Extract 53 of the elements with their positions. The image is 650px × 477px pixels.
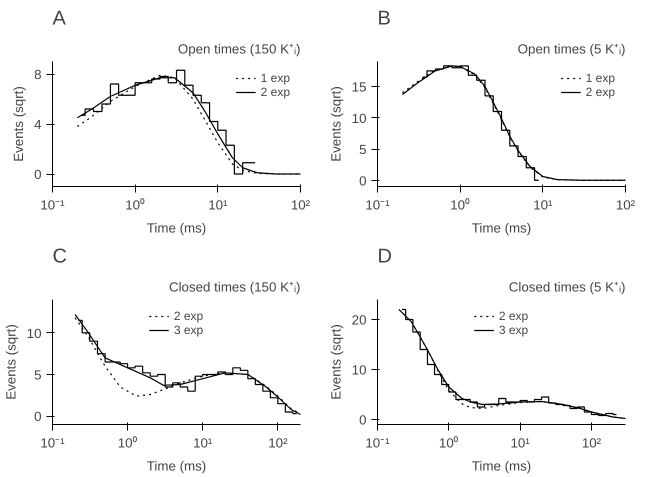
x-tick-label: 10⁰ [125,198,146,212]
x-tick-label: 10⁻¹ [40,198,66,212]
y-tick-label: 10 [352,110,367,126]
text: C [52,246,67,268]
y-axis-title: Events (sqrt) [328,86,344,162]
y-axis-title: Events (sqrt) [328,324,344,400]
x-tick-label: 10⁻¹ [365,198,390,212]
x-tick-label: 10² [290,198,311,212]
x-tick-label: 10² [616,198,636,212]
y-tick-label: 20 [352,312,367,328]
y-tick-label: 10 [26,326,42,341]
legend-label: 3 exp [174,323,204,337]
y-tick-label: 10 [352,362,367,378]
x-tick-label: 10¹ [193,436,213,450]
y-axis-title: Events (sqrt) [11,86,26,162]
x-axis-title: Time (ms) [146,220,206,236]
x-tick-label: 10⁰ [118,436,138,450]
y-tick-label: 8 [34,67,42,82]
text: D [378,246,392,268]
y-tick-label: 0 [34,409,42,424]
x-tick-label: 10⁰ [450,198,470,212]
y-tick-label: 5 [34,368,42,382]
x-tick-label: 10² [268,436,288,450]
legend-label: 3 exp [498,323,528,337]
x-tick-label: 10¹ [510,436,530,450]
text: A [52,8,66,30]
x-axis-title: Time (ms) [146,458,206,474]
y-axis-title: Events (sqrt) [4,324,19,400]
legend-label: 2 exp [260,85,290,99]
legend-label: 2 exp [174,309,204,323]
legend-label: 1 exp [260,71,290,85]
x-axis-title: Time (ms) [472,458,532,474]
x-tick-label: 10¹ [208,198,228,212]
legend-label: 1 exp [586,71,615,85]
chart-title: Closed times (5 K⁺ᵢ) [508,280,626,294]
x-tick-label: 10⁻¹ [365,436,390,450]
x-axis-title: Time (ms) [472,220,532,236]
chart-title: Open times (5 K⁺ᵢ) [518,42,626,56]
chart-title: Closed times (150 K⁺ᵢ) [168,280,301,294]
y-tick-label: 4 [34,117,42,132]
x-tick-label: 10² [582,436,602,450]
y-tick-label: 0 [34,167,42,182]
y-tick-label: 0 [359,412,367,428]
text: B [378,8,391,30]
x-tick-label: 10⁰ [438,436,459,450]
y-tick-label: 0 [359,173,367,188]
y-tick-label: 15 [352,80,367,94]
y-tick-label: 5 [359,142,367,157]
chart-title: Open times (150 K⁺ᵢ) [178,42,300,56]
x-tick-label: 10¹ [533,198,554,212]
legend-label: 2 exp [498,309,528,323]
legend-label: 2 exp [586,85,615,99]
x-tick-label: 10⁻¹ [40,436,66,450]
